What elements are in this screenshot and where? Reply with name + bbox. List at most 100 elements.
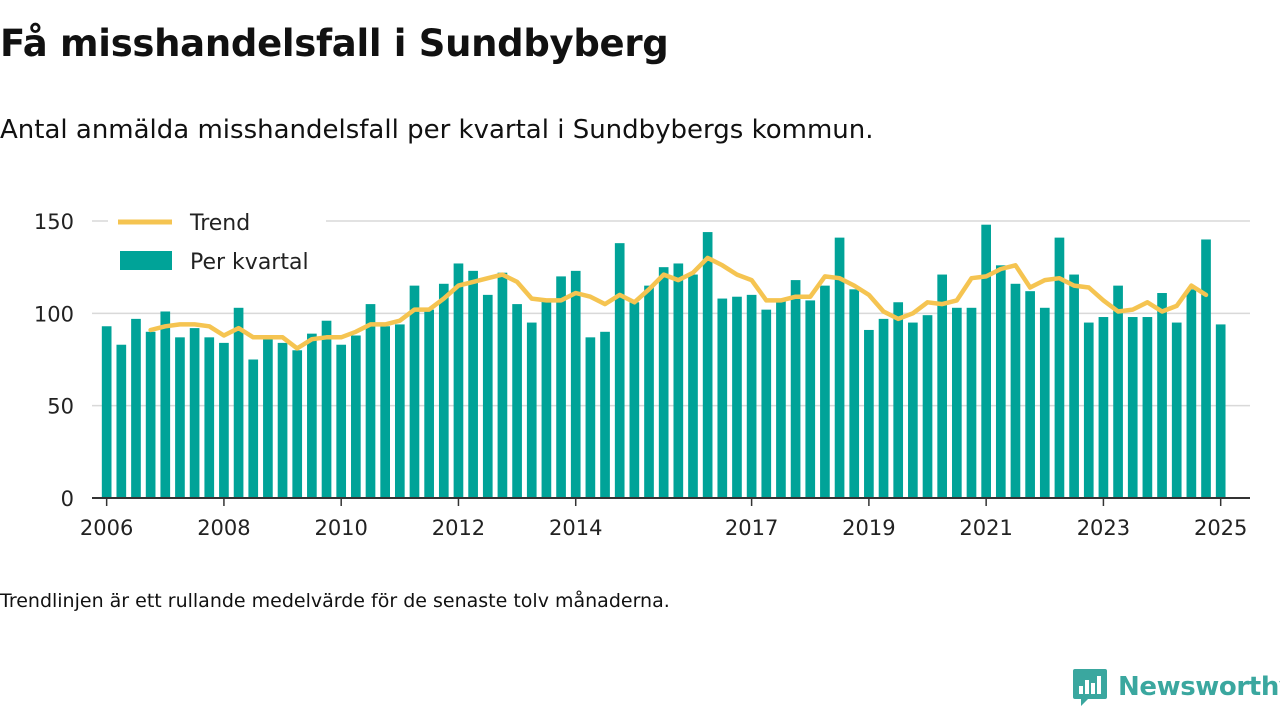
y-tick-label: 100	[34, 302, 74, 326]
bar	[1215, 324, 1226, 498]
bar	[263, 339, 273, 498]
bar	[878, 318, 889, 498]
bar	[541, 298, 552, 498]
bar	[424, 309, 434, 498]
bar	[307, 333, 317, 498]
bar	[1039, 307, 1050, 498]
x-tick-label: 2012	[432, 516, 485, 540]
x-tick-label: 2023	[1077, 516, 1130, 540]
bar	[365, 304, 376, 498]
bar-chart: 0 50 100 150 2006 2008 2010 2012 2014 2017 2019 202…	[34, 202, 1250, 540]
bar	[1010, 283, 1021, 498]
y-tick-label: 0	[61, 487, 74, 511]
bar	[175, 337, 185, 498]
bar	[732, 296, 742, 498]
x-tick-label: 2014	[549, 516, 602, 540]
bar	[570, 270, 581, 498]
trend-series	[148, 255, 1209, 351]
y-tick-label: 150	[34, 210, 74, 234]
bar	[380, 326, 391, 498]
bar	[893, 302, 904, 498]
bar	[1171, 322, 1182, 498]
bar	[776, 300, 786, 498]
bar	[321, 320, 332, 498]
bar	[1054, 237, 1065, 498]
chart-title: Få misshandelsfall i Sundbyberg	[0, 22, 669, 65]
bar	[1142, 317, 1153, 498]
bar	[820, 285, 830, 498]
bar	[908, 322, 918, 498]
bar	[160, 311, 171, 498]
x-tick-label: 2021	[959, 516, 1012, 540]
bar	[981, 224, 991, 498]
bar	[600, 331, 610, 498]
trend-line	[148, 255, 1209, 351]
bar	[248, 359, 259, 498]
bar	[849, 289, 860, 498]
bar	[658, 267, 669, 498]
bar	[702, 232, 713, 498]
brand-logo: Newsworthy	[1072, 666, 1280, 708]
newsworthy-chart-icon	[1073, 669, 1107, 706]
bar	[673, 263, 684, 498]
bar	[116, 344, 127, 498]
bar	[1098, 317, 1109, 498]
bar	[790, 280, 801, 498]
legend-background	[108, 202, 326, 290]
bar	[233, 307, 244, 498]
bar	[585, 337, 596, 498]
bar	[394, 324, 405, 498]
bar	[1201, 239, 1211, 498]
x-tick-label: 2017	[725, 516, 778, 540]
bar	[644, 285, 654, 498]
bar	[512, 304, 522, 498]
bar	[1083, 322, 1094, 498]
bar	[746, 294, 757, 498]
chart-subtitle: Antal anmälda misshandelsfall per kvarta…	[0, 115, 874, 145]
legend-bar-swatch	[120, 251, 172, 270]
bar	[351, 335, 361, 498]
legend-bar-label: Per kvartal	[190, 250, 309, 275]
y-tick-label: 50	[47, 395, 74, 419]
bar	[409, 285, 420, 498]
bar	[922, 315, 933, 498]
bar	[1157, 293, 1167, 498]
bar	[864, 329, 874, 498]
bar	[189, 328, 200, 498]
x-tick-label: 2019	[842, 516, 895, 540]
bar	[761, 309, 772, 498]
legend-trend-label: Trend	[189, 211, 250, 236]
bar	[204, 337, 215, 498]
x-tick-label: 2006	[80, 516, 133, 540]
bar	[526, 322, 537, 498]
legend: Trend Per kvartal	[108, 202, 326, 290]
x-tick-label: 2025	[1194, 516, 1247, 540]
bar	[145, 331, 156, 498]
bar	[1069, 274, 1079, 498]
bar	[438, 283, 449, 498]
bar	[277, 342, 288, 498]
bar	[1113, 285, 1123, 498]
x-tick-label: 2008	[197, 516, 250, 540]
footnote: Trendlinjen är ett rullande medelvärde f…	[0, 590, 670, 612]
bar	[101, 326, 112, 498]
bar	[805, 300, 816, 498]
bar	[995, 265, 1006, 498]
bar	[717, 298, 728, 498]
brand-name: Newsworthy	[1118, 672, 1280, 702]
bar	[629, 302, 640, 498]
bar	[614, 243, 625, 498]
bar	[131, 318, 141, 498]
bar-series	[101, 224, 1226, 498]
bar	[497, 272, 508, 498]
bar	[556, 276, 566, 498]
x-tick-label: 2010	[314, 516, 367, 540]
bar	[966, 307, 977, 498]
bar	[468, 270, 478, 498]
axes: 0 50 100 150 2006 2008 2010 2012 2014 2017 2019 202…	[34, 210, 1250, 540]
bar	[219, 342, 229, 498]
bar	[453, 263, 464, 498]
bar	[951, 307, 962, 498]
bar	[336, 344, 347, 498]
bar	[1025, 291, 1035, 498]
